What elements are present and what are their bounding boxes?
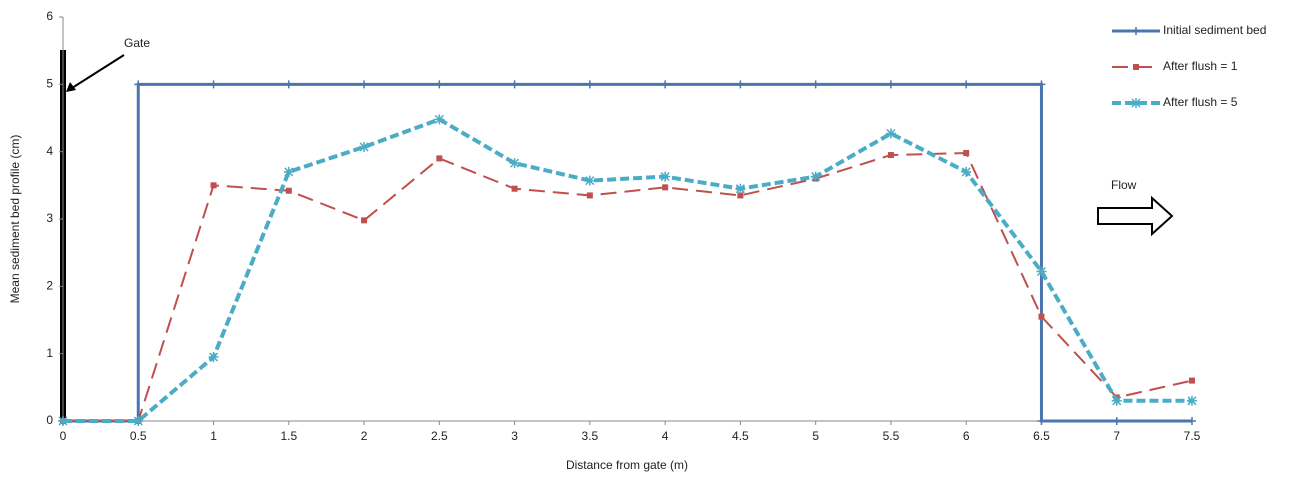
series-line	[63, 151, 1193, 422]
x-tick-label: 7.5	[1184, 429, 1201, 443]
marker	[283, 166, 294, 177]
y-tick-label: 3	[46, 211, 53, 225]
marker	[885, 128, 896, 139]
marker	[662, 184, 669, 191]
marker	[887, 152, 894, 159]
x-tick-label: 2.5	[431, 429, 448, 443]
legend-label: After flush = 1	[1163, 59, 1238, 73]
marker	[134, 80, 143, 89]
y-tick-label: 1	[46, 346, 53, 360]
marker	[360, 80, 369, 89]
marker	[511, 185, 518, 192]
marker	[210, 182, 217, 189]
marker	[810, 171, 821, 182]
marker	[436, 155, 443, 162]
marker	[510, 80, 519, 89]
series-line	[63, 117, 1192, 423]
y-tick-label: 2	[46, 279, 53, 293]
marker	[284, 80, 293, 89]
marker	[1111, 395, 1122, 406]
marker	[1037, 417, 1046, 425]
y-axis-label: Mean sediment bed profile (cm)	[8, 135, 22, 304]
x-tick-label: 5	[812, 429, 819, 443]
marker	[209, 80, 218, 89]
x-tick-label: 4	[662, 429, 669, 443]
marker	[1036, 266, 1047, 277]
marker	[133, 416, 144, 426]
marker	[1038, 313, 1045, 320]
marker	[1188, 417, 1196, 425]
x-tick-label: 6.5	[1033, 429, 1050, 443]
marker	[1112, 417, 1121, 425]
marker	[737, 192, 744, 199]
x-tick-label: 7	[1113, 429, 1120, 443]
marker	[1131, 98, 1141, 108]
x-tick-label: 1	[210, 429, 217, 443]
marker	[661, 80, 670, 89]
marker	[962, 80, 971, 89]
legend-label: After flush = 5	[1163, 95, 1238, 109]
marker	[736, 80, 745, 89]
marker	[434, 114, 445, 125]
marker	[1189, 377, 1195, 384]
x-axis-label: Distance from gate (m)	[566, 458, 688, 472]
legend-label: Initial sediment bed	[1163, 23, 1266, 37]
marker	[1037, 80, 1046, 89]
series-line	[63, 82, 1192, 423]
marker	[585, 80, 594, 89]
x-tick-label: 2	[361, 429, 368, 443]
x-tick-label: 1.5	[280, 429, 297, 443]
marker	[1132, 27, 1140, 35]
x-tick-label: 5.5	[883, 429, 900, 443]
marker	[586, 192, 593, 199]
marker	[359, 141, 370, 152]
marker	[811, 80, 820, 89]
x-tick-label: 6	[963, 429, 970, 443]
y-tick-label: 5	[46, 77, 53, 91]
marker	[435, 80, 444, 89]
x-tick-label: 0	[60, 429, 67, 443]
marker	[361, 217, 368, 224]
gate-arrow	[71, 54, 125, 89]
marker	[961, 166, 972, 177]
y-tick-label: 6	[46, 9, 53, 23]
gate-label: Gate	[124, 36, 150, 50]
y-tick-label: 4	[46, 144, 53, 158]
x-tick-label: 0.5	[130, 429, 147, 443]
marker	[886, 80, 895, 89]
marker	[1133, 64, 1139, 70]
marker	[285, 187, 292, 194]
marker	[208, 352, 219, 363]
marker	[58, 416, 68, 426]
gate-arrow-head	[66, 82, 76, 92]
y-tick-label: 0	[46, 413, 53, 427]
x-tick-label: 3.5	[582, 429, 599, 443]
marker	[660, 171, 671, 182]
marker	[963, 150, 970, 157]
marker	[735, 183, 746, 194]
x-tick-label: 3	[511, 429, 518, 443]
marker	[584, 175, 595, 186]
flow-arrow	[1097, 195, 1174, 237]
flow-label: Flow	[1111, 178, 1137, 192]
marker	[509, 158, 520, 169]
marker	[1187, 395, 1197, 406]
x-tick-label: 4.5	[732, 429, 749, 443]
